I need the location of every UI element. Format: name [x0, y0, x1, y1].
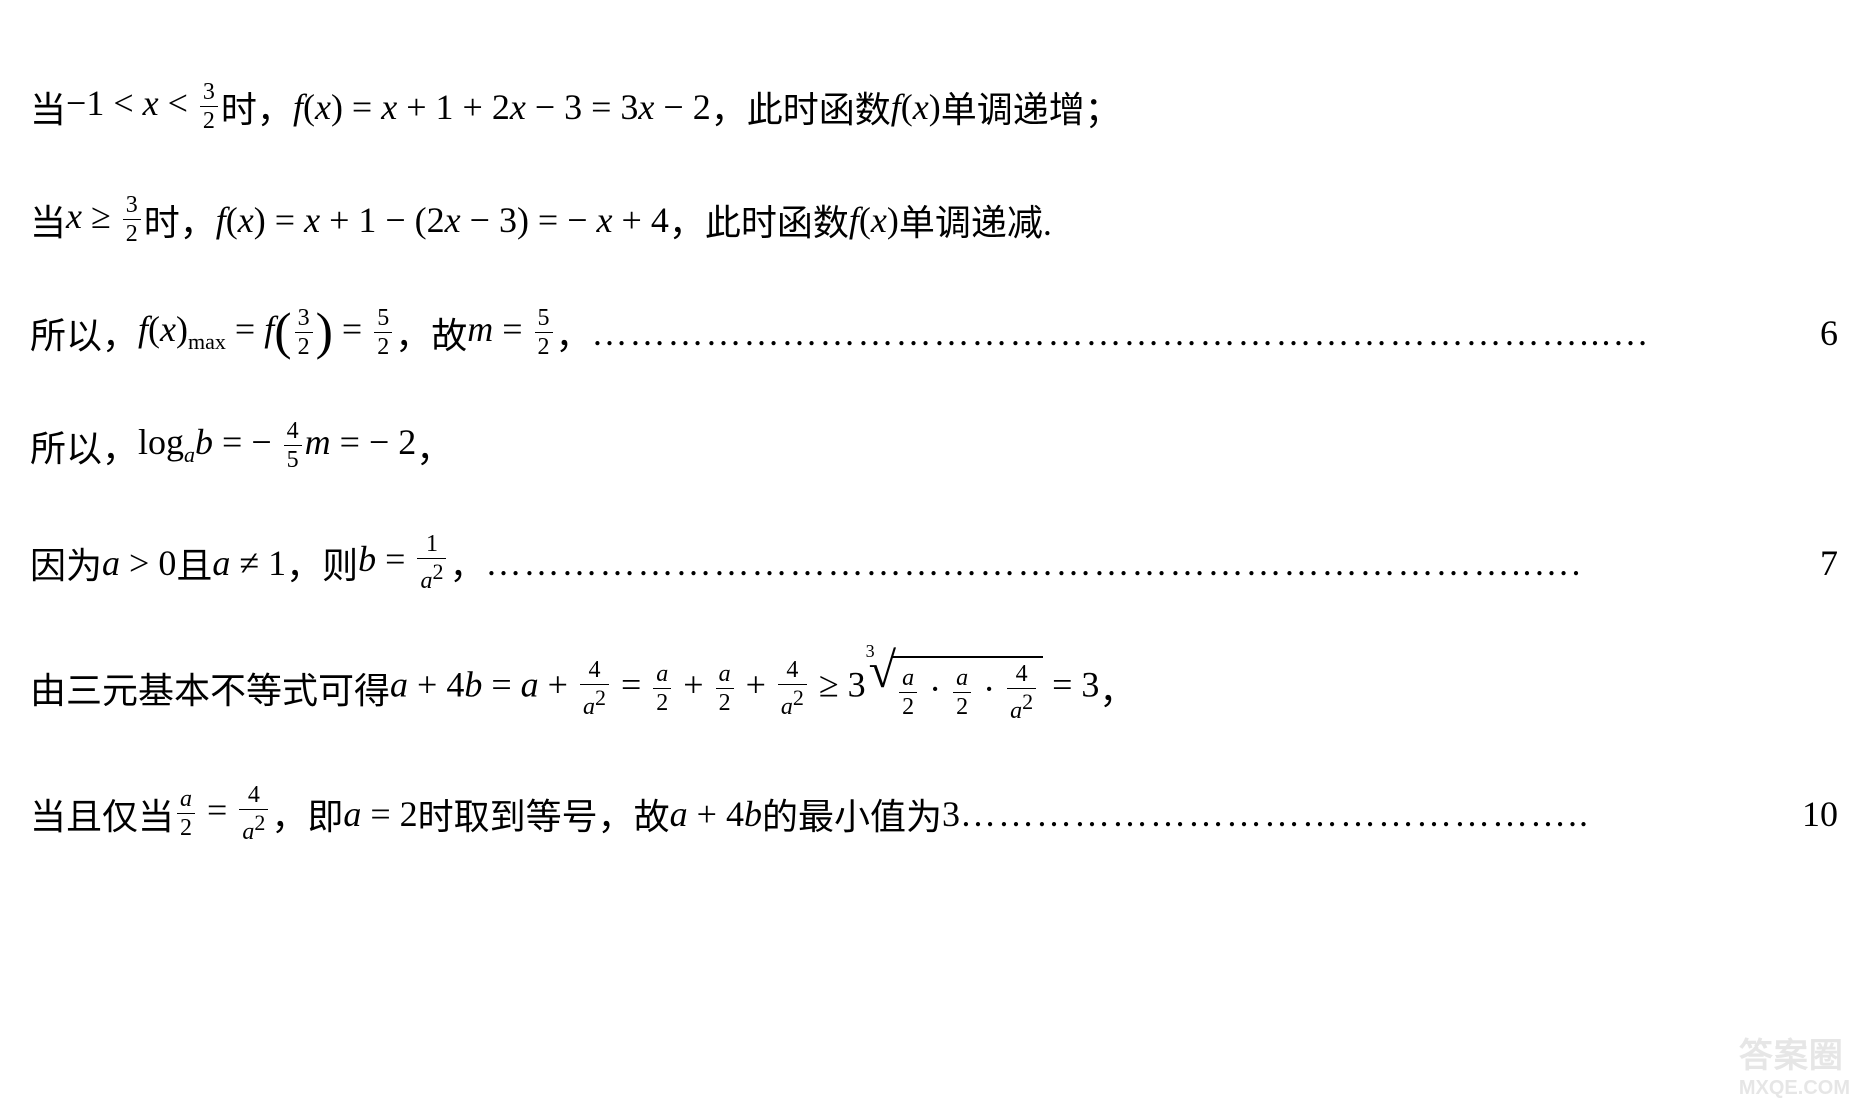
solution-line-6: 由三元基本不等式可得 a + 4b = a + 4a2 = a2 + a2 + … — [30, 653, 1838, 723]
text: 单调递增； — [941, 81, 1121, 133]
math-part2: a = 2 — [343, 793, 417, 835]
text: ，即 — [271, 788, 343, 840]
text: 因为 — [30, 537, 102, 589]
score-mark: 10 — [1802, 793, 1838, 835]
solution-line-7: 当且仅当 a2 = 4a2 ，即 a = 2 时取到等号，故 a + 4b 的最… — [30, 783, 1838, 844]
text: 时， — [144, 194, 216, 246]
math-eq: f(x) = x + 1 − (2x − 3) = − x + 4 — [216, 199, 669, 241]
solution-line-4: 所以， logab = − 45m = − 2 ， — [30, 419, 1838, 472]
text: ， — [449, 537, 485, 589]
math-part2: m = 52 — [467, 306, 555, 359]
watermark-bottom: MXQE.COM — [1739, 1077, 1850, 1100]
text: 当 — [30, 81, 66, 133]
text: ，此时函数 — [669, 194, 849, 246]
text: ， — [1099, 662, 1135, 714]
text: 且 — [176, 537, 212, 589]
math-eq: a + 4b = a + 4a2 = a2 + a2 + 4a2 ≥ 33√a2… — [390, 653, 1099, 723]
math-part1: a2 = 4a2 — [174, 783, 271, 844]
text: 所以， — [30, 420, 138, 472]
math-eq: logab = − 45m = − 2 — [138, 419, 416, 472]
math-part4: 3 — [942, 793, 960, 835]
text: ，则 — [286, 537, 358, 589]
text: 当 — [30, 194, 66, 246]
solution-line-1: 当 −1 < x < 32 时， f(x) = x + 1 + 2x − 3 =… — [30, 80, 1838, 133]
math-part3: a + 4b — [670, 793, 762, 835]
math-fn: f(x) — [849, 199, 899, 241]
score-mark: 7 — [1820, 542, 1838, 584]
text: 时， — [221, 81, 293, 133]
dotted-leader: ………………………………………….. — [960, 793, 1802, 835]
solution-line-2: 当 x ≥ 32 时， f(x) = x + 1 − (2x − 3) = − … — [30, 193, 1838, 246]
text: 时取到等号，故 — [418, 788, 670, 840]
solution-line-3: 所以， f(x)max = f(32) = 52 ，故 m = 52 ， ………… — [30, 306, 1838, 359]
dotted-leader: ……………………………………………………………………...… — [592, 312, 1820, 354]
text: ， — [416, 420, 452, 472]
solution-line-5: 因为 a > 0 且 a ≠ 1 ，则 b = 1a2 ， …………………………… — [30, 532, 1838, 593]
score-mark: 6 — [1820, 312, 1838, 354]
math-part3: b = 1a2 — [358, 532, 449, 593]
watermark-top: 答案圈 — [1739, 1028, 1850, 1077]
math-cond: −1 < x < 32 — [66, 80, 221, 133]
math-part1: f(x)max = f(32) = 52 — [138, 306, 395, 359]
math-fn: f(x) — [891, 86, 941, 128]
text: 单调递减. — [899, 194, 1052, 246]
dotted-leader: ………………………………………………………………………..…. — [485, 542, 1820, 584]
watermark: 答案圈 MXQE.COM — [1739, 1028, 1850, 1100]
math-cond: x ≥ 32 — [66, 193, 144, 246]
text: ， — [556, 307, 592, 359]
text: ，故 — [395, 307, 467, 359]
text: 当且仅当 — [30, 788, 174, 840]
math-part1: a > 0 — [102, 542, 176, 584]
text: 由三元基本不等式可得 — [30, 662, 390, 714]
math-part2: a ≠ 1 — [212, 542, 286, 584]
text: ，此时函数 — [711, 81, 891, 133]
text: 的最小值为 — [762, 788, 942, 840]
math-eq: f(x) = x + 1 + 2x − 3 = 3x − 2 — [293, 86, 711, 128]
text: 所以， — [30, 307, 138, 359]
